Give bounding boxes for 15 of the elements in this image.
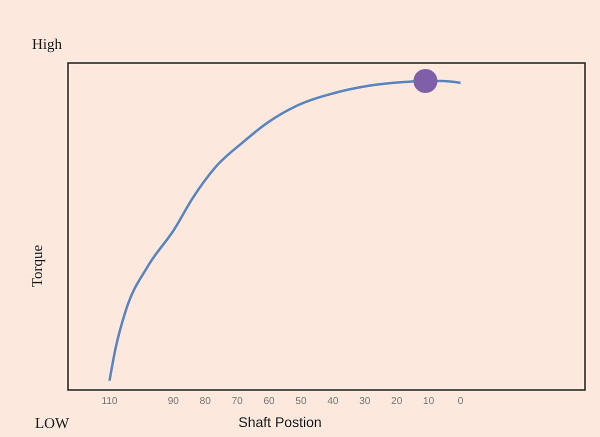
x-tick-label: 40 bbox=[327, 396, 339, 407]
x-tick-label: 70 bbox=[232, 396, 244, 407]
x-axis-title: Shaft Postion bbox=[238, 414, 322, 430]
x-tick-label: 20 bbox=[391, 396, 403, 407]
x-tick-label: 80 bbox=[200, 396, 212, 407]
x-tick-label: 110 bbox=[102, 396, 118, 407]
x-tick-label: 0 bbox=[458, 396, 464, 407]
x-tick-label: 10 bbox=[423, 396, 435, 407]
x-tick-label: 30 bbox=[359, 396, 371, 407]
x-tick-label: 60 bbox=[263, 396, 276, 407]
x-tick-label: 50 bbox=[295, 396, 307, 407]
x-tick-label: 90 bbox=[168, 396, 180, 407]
y-axis-title: Torque bbox=[30, 244, 46, 288]
text: LOW bbox=[35, 416, 70, 432]
text: High bbox=[32, 37, 62, 53]
